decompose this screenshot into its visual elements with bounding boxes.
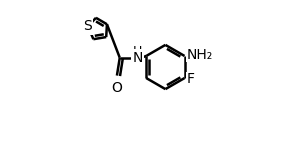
- Text: NH₂: NH₂: [186, 48, 212, 61]
- Text: N: N: [132, 51, 143, 65]
- Text: O: O: [111, 81, 122, 95]
- Text: F: F: [186, 72, 194, 87]
- Text: H: H: [133, 45, 142, 58]
- Text: S: S: [83, 19, 91, 33]
